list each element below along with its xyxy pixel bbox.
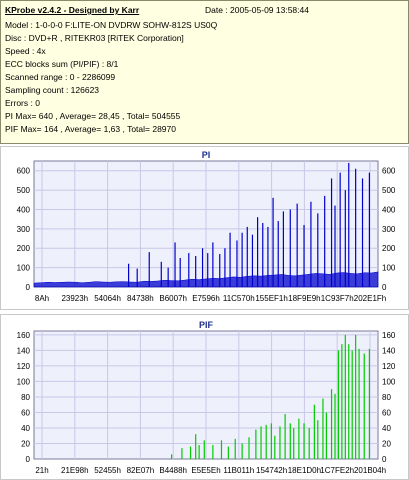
pif-x-tick-label: 21E98h: [61, 466, 89, 475]
pi-x-tick-label: 1C93F7h: [321, 294, 354, 303]
pif-x-tick-label: E5E5Eh: [191, 466, 220, 475]
pif-x-tick-label: 52455h: [94, 466, 121, 475]
pif-x-tick-label: 18E1D0h: [288, 466, 321, 475]
info-model: Model : 1-0-0-0 F:LITE-ON DVDRW SOHW-812…: [5, 20, 218, 30]
pif-y-tick-left: 40: [21, 424, 30, 433]
pif-y-tick-right: 140: [382, 346, 396, 355]
pi-x-tick-label: 8Ah: [35, 294, 49, 303]
pi-chart-title: PI: [202, 150, 211, 160]
pif-y-tick-right: 0: [382, 455, 387, 464]
pi-x-tick-label: 18F9E9h: [288, 294, 320, 303]
pi-x-tick-label: B6007h: [159, 294, 187, 303]
info-sampling-count: Sampling count : 126623: [5, 85, 100, 95]
pif-x-tick-label: B4488h: [159, 466, 187, 475]
pi-x-tick-label: 155EF1h: [255, 294, 287, 303]
pif-y-tick-right: 160: [382, 331, 396, 340]
app-title: KProbe v2.4.2 - Designed by Karr: [5, 5, 140, 15]
pif-x-tick-label: 11B011h: [223, 466, 254, 475]
pi-y-tick-right: 300: [382, 225, 396, 234]
pi-y-tick-left: 400: [17, 205, 31, 214]
pi-y-tick-left: 100: [17, 264, 31, 273]
pi-y-tick-left: 300: [17, 225, 31, 234]
pif-y-tick-left: 60: [21, 408, 30, 417]
pif-y-tick-left: 100: [17, 377, 31, 386]
pi-x-tick-label: 202E1Fh: [354, 294, 386, 303]
pif-y-tick-right: 60: [382, 408, 391, 417]
pi-x-tick-label: E7596h: [192, 294, 220, 303]
info-pif-summary: PIF Max= 164 , Average= 1,63 , Total= 28…: [5, 124, 176, 134]
pif-y-tick-right: 80: [382, 393, 391, 402]
pi-y-tick-right: 100: [382, 264, 396, 273]
pi-chart-panel: PI 0 0 100 100 200 200 300 300 400 400 500 500 600 600…: [0, 146, 409, 310]
info-speed: Speed : 4x: [5, 46, 46, 56]
pi-y-tick-left: 600: [17, 167, 31, 176]
pi-y-tick-right: 600: [382, 167, 396, 176]
pif-x-tick-label: 82E07h: [127, 466, 155, 475]
pi-y-tick-left: 200: [17, 244, 31, 253]
pi-y-tick-left: 500: [17, 186, 31, 195]
pi-y-tick-left: 0: [26, 283, 31, 292]
info-panel: KProbe v2.4.2 - Designed by Karr Date : …: [0, 0, 409, 144]
pif-y-tick-left: 160: [17, 331, 31, 340]
pif-y-tick-left: 140: [17, 346, 31, 355]
pi-chart: PI 0 0 100 100 200 200 300 300 400 400 500 500 600 600…: [17, 150, 396, 303]
pif-y-tick-right: 40: [382, 424, 391, 433]
info-pi-summary: PI Max= 640 , Average= 28,45 , Total= 50…: [5, 111, 181, 121]
pi-x-tick-label: 11C570h: [223, 294, 255, 303]
pif-y-tick-right: 100: [382, 377, 396, 386]
pif-chart-title: PIF: [199, 320, 214, 330]
pif-y-tick-right: 120: [382, 362, 396, 371]
pif-chart: PIF 0 0 20 20 40 40 60 60 80 80 100 100 120 120 140 140 1…: [17, 320, 396, 475]
info-scanned-range: Scanned range : 0 - 2286099: [5, 72, 116, 82]
pi-y-tick-right: 0: [382, 283, 387, 292]
pif-x-tick-label: 154742h: [256, 466, 287, 475]
info-disc: Disc : DVD+R , RITEKR03 [RiTEK Corporati…: [5, 33, 184, 43]
pi-y-tick-right: 500: [382, 186, 396, 195]
pif-y-tick-right: 20: [382, 439, 391, 448]
pif-y-tick-left: 0: [26, 455, 31, 464]
pi-x-tick-label: 54064h: [94, 294, 121, 303]
pif-y-tick-left: 120: [17, 362, 31, 371]
pi-y-tick-right: 400: [382, 205, 396, 214]
pif-x-tick-label: 21h: [35, 466, 48, 475]
pi-y-tick-right: 200: [382, 244, 396, 253]
pif-y-tick-left: 20: [21, 439, 30, 448]
pi-baseline-area: [33, 271, 379, 288]
pif-x-tick-label: 201B04h: [354, 466, 386, 475]
pi-x-tick-label: 23923h: [61, 294, 88, 303]
info-errors: Errors : 0: [5, 98, 40, 108]
info-ecc-blocks: ECC blocks sum (PI/PIF) : 8/1: [5, 59, 119, 69]
pif-chart-panel: PIF 0 0 20 20 40 40 60 60 80 80 100 100 120 120 140 140 1…: [0, 314, 409, 480]
scan-date: Date : 2005-05-09 13:58:44: [205, 5, 309, 15]
pif-y-tick-left: 80: [21, 393, 30, 402]
pi-x-tick-label: 84738h: [127, 294, 154, 303]
pif-x-tick-label: 1C7FE2h: [320, 466, 354, 475]
